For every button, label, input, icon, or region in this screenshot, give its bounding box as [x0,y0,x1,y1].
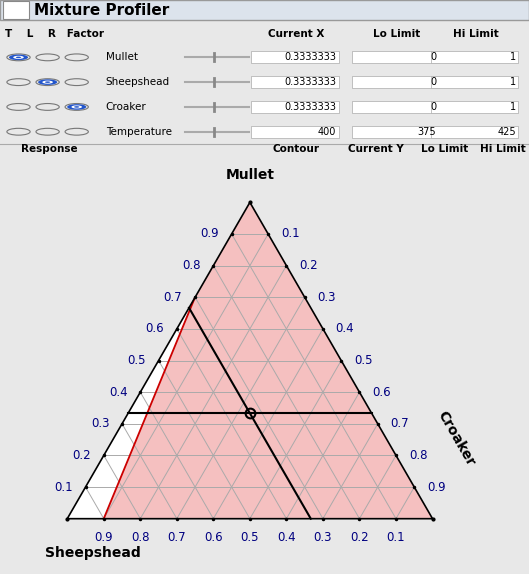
Text: 0.4: 0.4 [277,532,296,545]
Text: 0.4: 0.4 [109,386,127,399]
Text: Current X: Current X [268,29,324,39]
Text: 0.6: 0.6 [372,386,391,399]
Circle shape [45,82,50,83]
Circle shape [38,79,57,85]
Text: 0.7: 0.7 [390,417,409,430]
Text: 0.1: 0.1 [387,532,405,545]
Bar [431,126,518,138]
Text: 0.5: 0.5 [127,354,146,367]
Text: 0.8: 0.8 [409,449,427,462]
Text: Hi Limit: Hi Limit [453,29,499,39]
Circle shape [71,106,82,108]
Text: Current Y: Current Y [348,144,404,154]
Text: 0: 0 [430,77,436,87]
Bar [251,76,339,88]
Text: 0.4: 0.4 [336,323,354,335]
Bar [352,52,439,63]
Text: 0.8: 0.8 [182,259,200,272]
Bar [352,101,439,113]
Text: Sheepshead: Sheepshead [45,546,141,560]
Text: 0.3: 0.3 [317,291,336,304]
Text: Lo Limit: Lo Limit [373,29,421,39]
Text: 1: 1 [509,102,516,112]
Text: 0.6: 0.6 [145,323,164,335]
Text: 1: 1 [509,77,516,87]
Text: 0.2: 0.2 [299,259,318,272]
Text: 375: 375 [418,127,436,137]
Text: Croaker: Croaker [435,408,478,468]
Text: T    L    R   Factor: T L R Factor [5,29,104,39]
Text: 400: 400 [317,127,336,137]
Text: Mullet: Mullet [225,168,275,183]
Bar [431,52,518,63]
Text: 0.9: 0.9 [200,227,219,241]
Circle shape [67,104,86,110]
Circle shape [9,55,28,60]
Text: 1: 1 [509,52,516,63]
Text: 0.3333333: 0.3333333 [284,102,336,112]
Bar [352,76,439,88]
Circle shape [42,80,53,84]
Circle shape [74,106,79,108]
Bar [431,76,518,88]
Circle shape [16,57,21,58]
Text: Lo Limit: Lo Limit [421,144,468,154]
Bar [251,101,339,113]
Bar [352,126,439,138]
Text: 0.3: 0.3 [314,532,332,545]
Polygon shape [8,6,21,14]
Text: Response: Response [21,144,78,154]
Text: Mullet: Mullet [106,52,138,63]
Polygon shape [67,203,433,519]
Text: 0.2: 0.2 [350,532,369,545]
Bar [431,101,518,113]
Text: 0.5: 0.5 [241,532,259,545]
Text: 0.7: 0.7 [168,532,186,545]
Text: 0.2: 0.2 [72,449,91,462]
Text: Sheepshead: Sheepshead [106,77,170,87]
Bar [251,126,339,138]
Text: 425: 425 [497,127,516,137]
Bar [0,0,529,20]
Text: 0: 0 [430,102,436,112]
Text: 0.6: 0.6 [204,532,223,545]
Text: 0.7: 0.7 [163,291,183,304]
Text: Croaker: Croaker [106,102,147,112]
Text: 0.9: 0.9 [95,532,113,545]
Text: 0.9: 0.9 [427,480,445,494]
Bar [251,52,339,63]
Text: 0: 0 [430,52,436,63]
Text: Hi Limit: Hi Limit [480,144,525,154]
Text: Contour: Contour [273,144,320,154]
Text: Mixture Profiler: Mixture Profiler [34,2,170,18]
Bar [3,1,29,20]
Polygon shape [67,298,195,519]
Text: 0.1: 0.1 [281,227,299,241]
Circle shape [13,56,24,59]
Text: 0.1: 0.1 [54,480,72,494]
Text: 0.3333333: 0.3333333 [284,52,336,63]
Text: Temperature: Temperature [106,127,172,137]
Text: 0.3: 0.3 [91,417,110,430]
Text: 0.5: 0.5 [354,354,372,367]
Text: 0.8: 0.8 [131,532,150,545]
Text: 0.3333333: 0.3333333 [284,77,336,87]
